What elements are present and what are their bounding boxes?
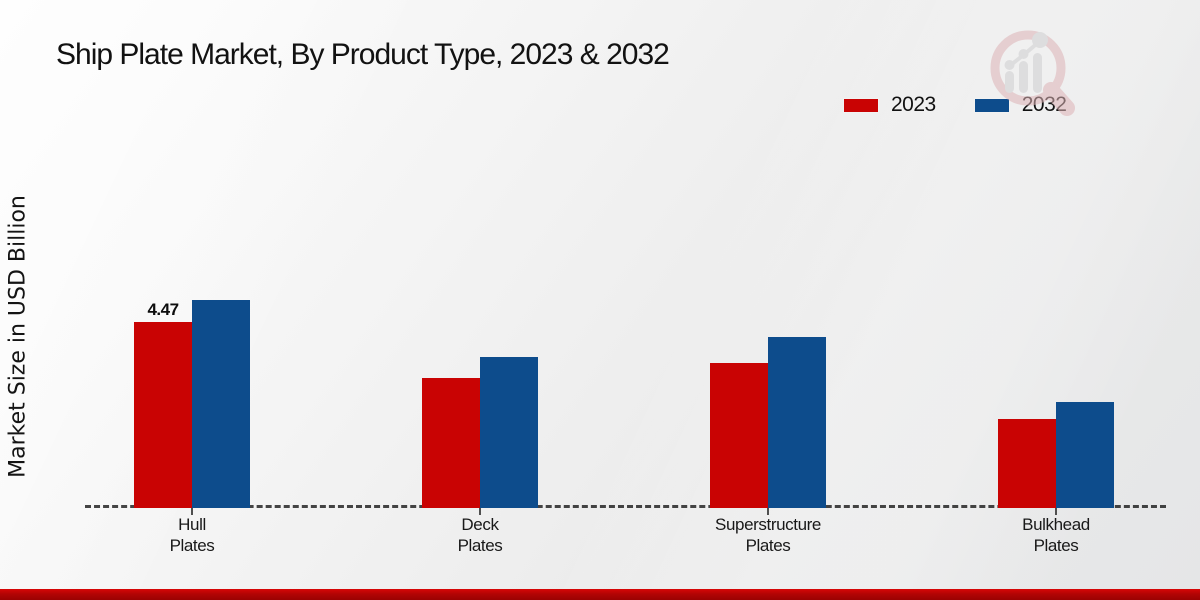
y-axis-label: Market Size in USD Billion bbox=[5, 195, 31, 478]
category-group: Bulkhead Plates bbox=[912, 0, 1200, 600]
legend-swatch-2032 bbox=[973, 97, 1010, 113]
bar-2032-superstructure-plates bbox=[768, 336, 826, 508]
bar-2023-superstructure-plates bbox=[710, 362, 768, 508]
x-axis-tick bbox=[767, 508, 769, 515]
legend-swatch-2023 bbox=[843, 97, 879, 113]
plot-area: Hull Plates Deck Plates Superstructure Pla… bbox=[48, 0, 1200, 600]
bar-2023-bulkhead-plates bbox=[998, 418, 1056, 508]
bottom-red-strip bbox=[0, 589, 1200, 600]
category-group: Deck Plates bbox=[336, 0, 624, 600]
chart-title: Ship Plate Market, By Product Type, 2023… bbox=[56, 38, 670, 71]
x-axis-category-label: Bulkhead Plates bbox=[1022, 515, 1090, 555]
magnifier-bar-chart-logo-icon bbox=[990, 30, 1075, 116]
x-axis-category-label: Hull Plates bbox=[169, 515, 215, 555]
x-axis-tick bbox=[1055, 508, 1057, 515]
bar-2023-deck-plates bbox=[422, 377, 480, 508]
x-axis-tick bbox=[479, 508, 481, 515]
x-axis-category-label: Superstructure Plates bbox=[715, 515, 821, 555]
bar-value-label: 4.47 bbox=[147, 300, 179, 320]
x-axis-category-label: Deck Plates bbox=[457, 515, 503, 555]
legend-item-2023: 2023 bbox=[843, 93, 936, 117]
x-axis-tick bbox=[191, 508, 193, 515]
legend-label: 2023 bbox=[891, 93, 936, 116]
category-group: Superstructure Plates bbox=[624, 0, 912, 600]
bar-2032-hull-plates bbox=[192, 299, 250, 508]
x-axis-baseline bbox=[85, 505, 1166, 508]
bar-2023-hull-plates bbox=[134, 322, 192, 508]
bar-2032-bulkhead-plates bbox=[1056, 401, 1114, 508]
category-group: Hull Plates bbox=[48, 0, 336, 600]
bar-2032-deck-plates bbox=[480, 357, 538, 508]
